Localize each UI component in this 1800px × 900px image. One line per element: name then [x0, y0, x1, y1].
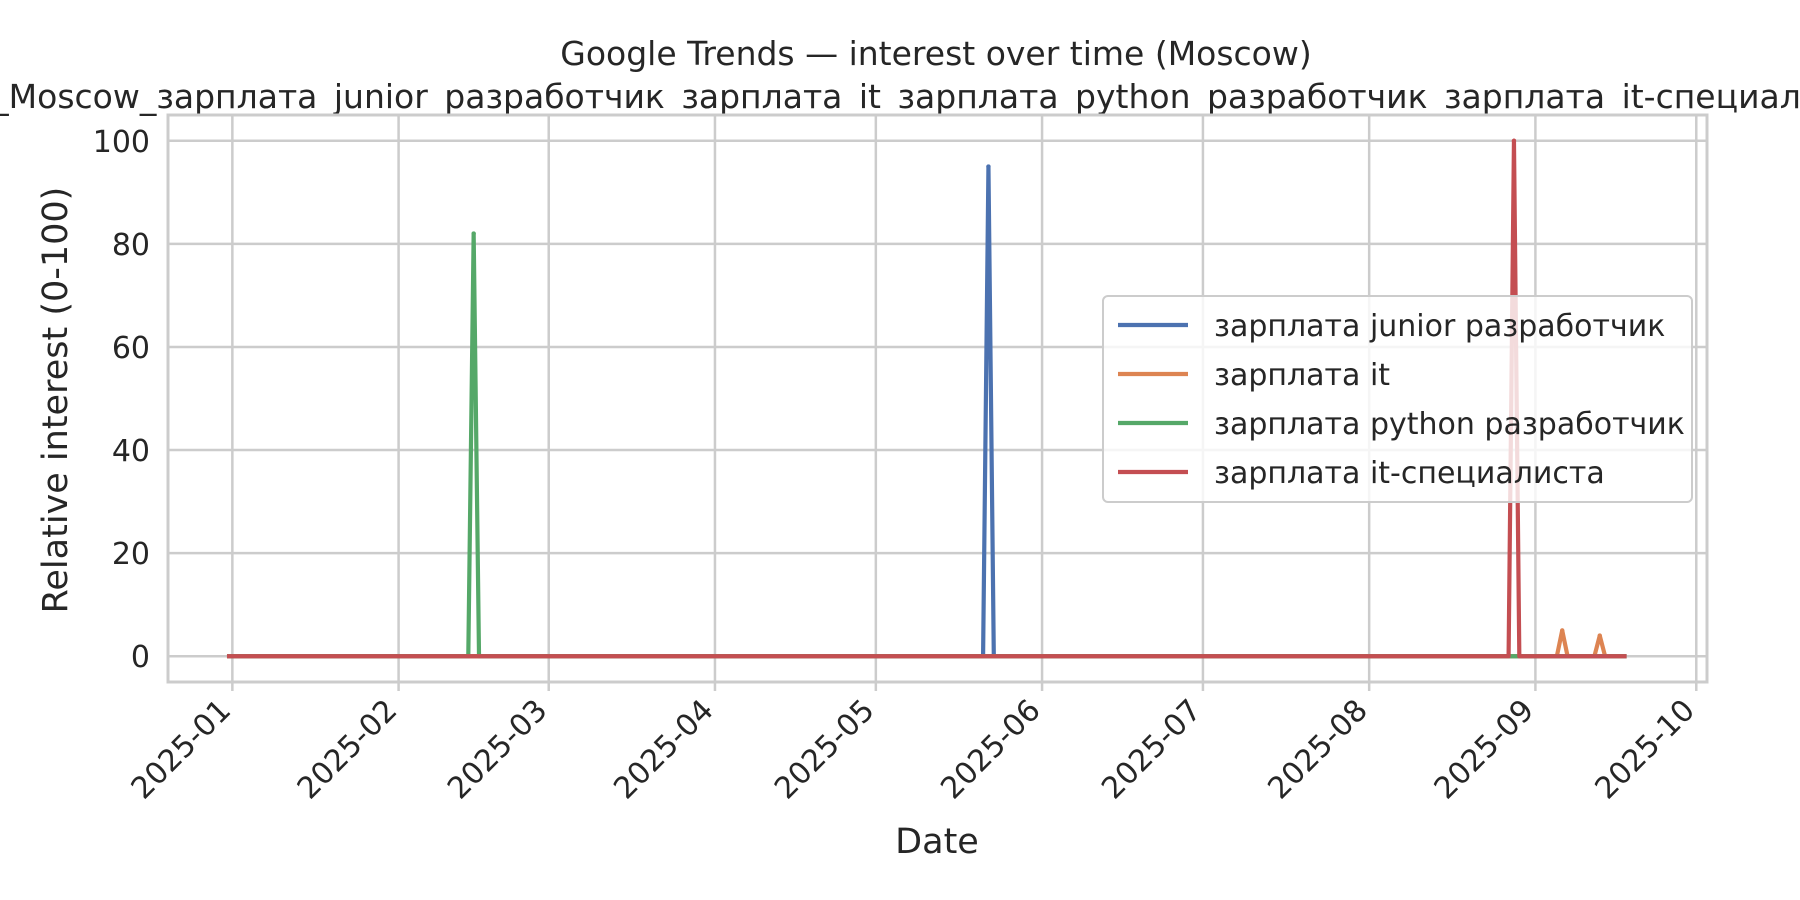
- y-tick-label: 80: [112, 228, 150, 263]
- data-point: [471, 231, 476, 236]
- legend-label-2: зарплата python разработчик: [1214, 407, 1685, 442]
- x-tick-label: 2025-05: [768, 693, 881, 806]
- data-point: [1560, 628, 1565, 633]
- x-tick-label: 2025-08: [1261, 693, 1374, 806]
- chart-title: Google Trends — interest over time (Mosc…: [560, 34, 1312, 73]
- y-tick-label: 40: [112, 434, 150, 469]
- data-point: [986, 164, 991, 169]
- y-axis-ticks: 0 20 40 60 80 100: [93, 125, 150, 675]
- x-tick-label: 2025-06: [934, 693, 1047, 806]
- y-tick-label: 60: [112, 331, 150, 366]
- y-tick-label: 0: [131, 640, 150, 675]
- axes-frame: [166, 113, 1709, 684]
- series-lines: [226, 138, 1627, 659]
- legend-label-0: зарплата junior разработчик: [1214, 309, 1665, 344]
- x-axis-ticks: 2025-01 2025-02 2025-03 2025-04 2025-05 2025-…: [125, 682, 1702, 806]
- x-tick-label: 2025-03: [441, 693, 554, 806]
- legend: зарплата junior разработчик зарплата it за…: [1102, 295, 1693, 503]
- legend-label-1: зарплата it: [1214, 358, 1390, 393]
- data-point: [1597, 633, 1602, 638]
- legend-box: [1102, 295, 1693, 503]
- y-tick-label: 20: [112, 537, 150, 572]
- x-tick-label: 2025-07: [1095, 693, 1208, 806]
- data-point: [1511, 138, 1517, 143]
- x-tick-label: 2025-09: [1428, 693, 1541, 806]
- y-tick-label: 100: [93, 125, 150, 160]
- chart-subtitle: _Moscow_зарплата_junior_разработчик_зарп…: [0, 77, 1800, 116]
- x-tick-label: 2025-01: [125, 693, 238, 806]
- x-axis-label: Date: [895, 822, 979, 862]
- y-axis-label: Relative interest (0-100): [36, 187, 76, 614]
- series-line-1: [226, 628, 1627, 659]
- x-tick-label: 2025-10: [1589, 693, 1702, 806]
- x-tick-label: 2025-02: [291, 693, 404, 806]
- legend-label-3: зарплата it-специалиста: [1214, 456, 1605, 491]
- x-tick-label: 2025-04: [607, 693, 720, 806]
